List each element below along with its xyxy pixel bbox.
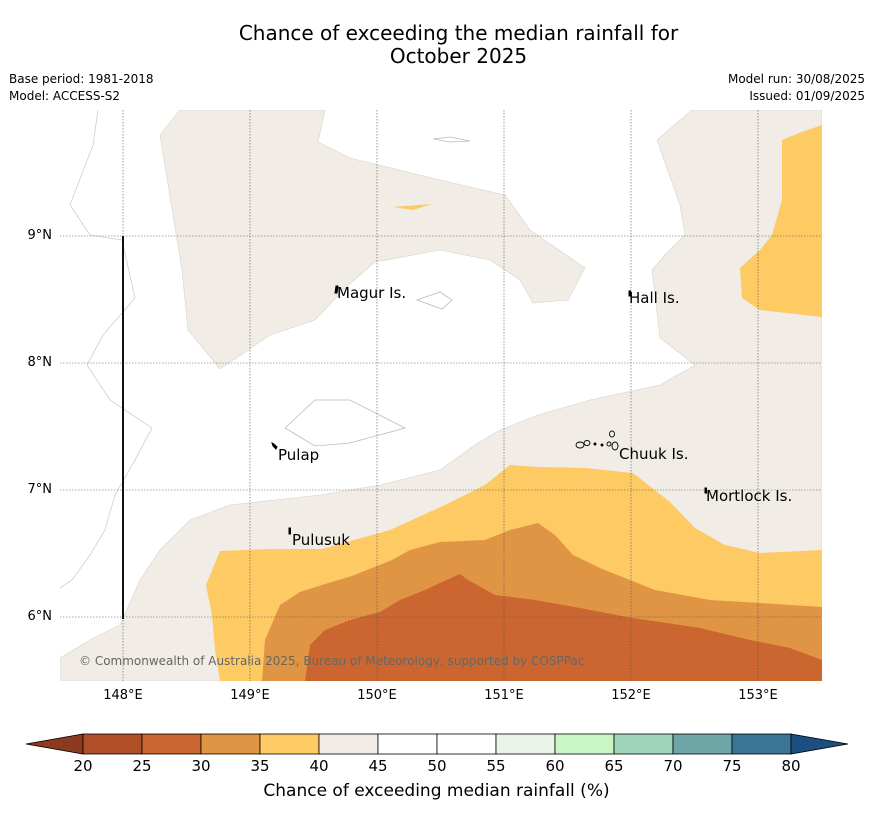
colorbar-segment [613, 733, 674, 755]
pulusuk-island-mark [288, 527, 291, 535]
colorbar-segments [82, 733, 792, 755]
colorbar-segment [554, 733, 615, 755]
colorbar-segment [141, 733, 202, 755]
island-marks [271, 285, 707, 535]
model-run: Model run: 30/08/2025 [727, 72, 865, 86]
yellow-speck [393, 204, 432, 210]
x-tick-148e: 148°E [103, 688, 143, 703]
x-tick-150e: 150°E [357, 688, 397, 703]
y-tick-8n: 8°N [27, 355, 53, 370]
place-label-pulap: Pulap [278, 446, 320, 464]
x-tick-149e: 149°E [230, 688, 270, 703]
colorbar-segment [377, 733, 438, 755]
x-tick-151e: 151°E [484, 688, 524, 703]
place-label-pulusuk: Pulusuk [292, 531, 350, 549]
mortlock-island-mark [704, 487, 707, 494]
chuuk-lagoon [575, 430, 619, 451]
colorbar-tick-label: 70 [663, 757, 683, 775]
colorbar-segment [436, 733, 497, 755]
colorbar [25, 733, 849, 755]
outline-pulap [284, 399, 407, 447]
colorbar-over-arrow [790, 733, 849, 755]
colorbar-tick-label: 35 [250, 757, 270, 775]
colorbar-tick-label: 75 [722, 757, 742, 775]
y-tick-9n: 9°N [27, 228, 53, 243]
colorbar-segment [82, 733, 143, 755]
colorbar-segment [318, 733, 379, 755]
x-tick-152e: 152°E [611, 688, 651, 703]
colorbar-tick-label: 40 [309, 757, 329, 775]
colorbar-segment [731, 733, 792, 755]
yellow-north-east [740, 125, 822, 317]
chart-title: Chance of exceeding the median rainfall … [0, 22, 873, 68]
colorbar-segment [672, 733, 733, 755]
colorbar-tick-label: 25 [132, 757, 152, 775]
chuuk-islet-5 [606, 441, 612, 447]
colorbar-tick-label: 30 [191, 757, 211, 775]
colorbar-under-arrow [25, 733, 84, 755]
chuuk-islet-3 [609, 430, 615, 438]
colorbar-tick-label: 55 [486, 757, 506, 775]
colorbar-label: Chance of exceeding median rainfall (%) [263, 781, 610, 801]
copyright-notice: © Commonwealth of Australia 2025, Bureau… [79, 654, 585, 668]
chuuk-islet-6 [593, 442, 597, 446]
colorbar-segment [495, 733, 556, 755]
title-line-2: October 2025 [389, 44, 528, 68]
colorbar-tick-label: 60 [545, 757, 565, 775]
place-label-chuuk: Chuuk Is. [619, 445, 689, 463]
colorbar-tick-label: 50 [427, 757, 447, 775]
x-tick-153e: 153°E [738, 688, 778, 703]
colorbar-tick-label: 65 [604, 757, 624, 775]
place-label-mortlock: Mortlock Is. [706, 487, 793, 505]
hall-island-mark [628, 290, 631, 297]
contour-25-30 [305, 574, 822, 681]
west-contour-line [60, 110, 153, 589]
issued-date: Issued: 01/09/2025 [749, 89, 865, 103]
y-tick-7n: 7°N [27, 482, 53, 497]
colorbar-segment [200, 733, 261, 755]
pulap-island-mark [271, 442, 278, 450]
chuuk-islet-1 [575, 441, 585, 449]
y-tick-6n: 6°N [27, 609, 53, 624]
meta-right: Model run: 30/08/2025 Issued: 01/09/2025 [728, 71, 865, 105]
colorbar-tick-label: 20 [73, 757, 93, 775]
meta-left: Base period: 1981-2018 Model: ACCESS-S2 [9, 71, 154, 105]
colorbar-segment [259, 733, 320, 755]
base-period: Base period: 1981-2018 [9, 72, 154, 86]
colorbar-tick-label: 45 [368, 757, 388, 775]
chuuk-islet-2 [583, 440, 591, 446]
colorbar-tick-label: 80 [781, 757, 801, 775]
place-label-magur: Magur Is. [337, 284, 407, 302]
chuuk-islet-4 [611, 441, 619, 451]
outline-mid-small [415, 291, 453, 310]
magur-island-mark [334, 285, 339, 294]
title-line-1: Chance of exceeding the median rainfall … [238, 21, 679, 45]
contour-west-lines [60, 110, 153, 589]
place-label-hall: Hall Is. [629, 289, 680, 307]
map-panel [60, 110, 822, 681]
chuuk-islet-7 [600, 443, 604, 447]
outline-north-small [432, 136, 471, 143]
contour-outlines [284, 136, 471, 447]
model-name: Model: ACCESS-S2 [9, 89, 121, 103]
contour-north-patch [159, 110, 586, 370]
